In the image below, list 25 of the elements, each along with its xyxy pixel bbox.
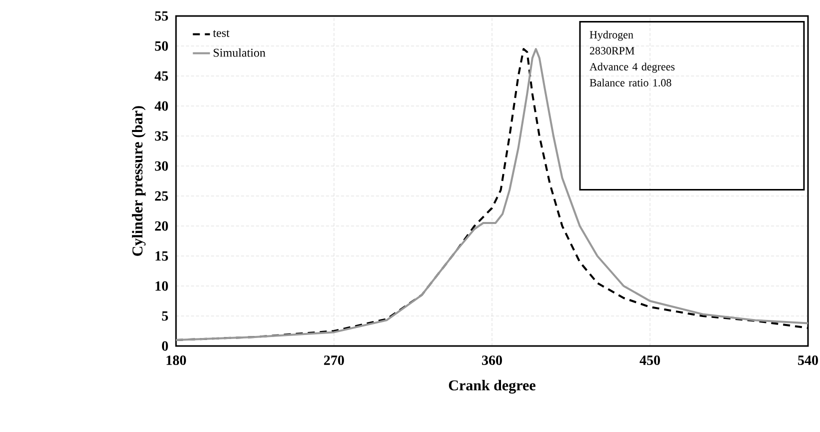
x-tick-label: 540 bbox=[798, 356, 818, 365]
x-tick-label: 270 bbox=[324, 356, 344, 365]
x-tick-label: 450 bbox=[640, 356, 660, 365]
y-tick-label: 15 bbox=[156, 251, 168, 261]
y-tick-label: 10 bbox=[156, 281, 168, 291]
y-tick-label: 30 bbox=[155, 161, 168, 171]
annotation: 2830RPM bbox=[590, 47, 634, 54]
legend-label: test bbox=[213, 30, 230, 37]
legend-label: Simulation bbox=[214, 48, 266, 57]
y-tick-label: 0 bbox=[162, 341, 168, 351]
y-tick-label: 35 bbox=[155, 131, 168, 141]
y-tick-label: 50 bbox=[155, 41, 168, 51]
x-axis-title: Crank degree bbox=[448, 380, 536, 394]
y-tick-label: 25 bbox=[155, 191, 168, 201]
annotation: Balance ratio 1.08 bbox=[590, 78, 672, 86]
annotation: Hydrogen bbox=[590, 30, 634, 41]
y-tick-label: 5 bbox=[162, 311, 168, 321]
x-tick-label: 180 bbox=[166, 356, 186, 365]
x-tick-label: 360 bbox=[482, 356, 502, 365]
y-tick-label: 45 bbox=[154, 71, 168, 81]
y-tick-label: 55 bbox=[155, 11, 168, 21]
annotation: Advance 4 degrees bbox=[590, 62, 675, 73]
y-tick-label: 40 bbox=[154, 101, 168, 111]
y-tick-label: 20 bbox=[155, 221, 168, 231]
y-axis-title: Cylinder pressure (bar) bbox=[132, 106, 146, 256]
